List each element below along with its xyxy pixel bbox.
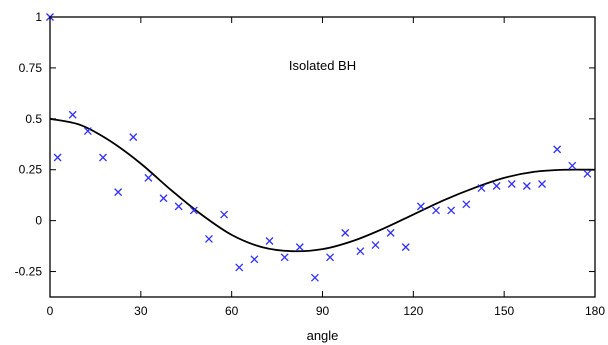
data-point-marker xyxy=(68,110,77,119)
points-layer xyxy=(46,13,592,282)
y-tick-label: -0.25 xyxy=(15,265,43,279)
x-tick-label: 120 xyxy=(403,304,423,318)
y-tick-label: 0.75 xyxy=(19,61,43,75)
y-tick-label: 0.5 xyxy=(25,112,42,126)
x-tick-label: 0 xyxy=(47,304,54,318)
data-point-marker xyxy=(295,243,304,252)
data-point-marker xyxy=(114,188,123,197)
x-tick-label: 90 xyxy=(316,304,330,318)
data-point-marker xyxy=(220,210,229,219)
data-point-marker xyxy=(265,237,274,245)
data-point-marker xyxy=(326,253,335,262)
data-point-marker xyxy=(371,241,380,250)
plot-frame xyxy=(49,16,596,298)
data-point-marker xyxy=(129,133,138,142)
data-point-marker xyxy=(401,243,410,252)
x-tick-label: 150 xyxy=(494,304,514,318)
data-point-marker xyxy=(568,161,577,170)
x-tick-label: 30 xyxy=(134,304,148,318)
data-point-marker xyxy=(477,184,486,193)
data-point-marker xyxy=(204,235,213,243)
data-point-marker xyxy=(522,182,531,190)
data-point-marker xyxy=(53,153,62,162)
chart-annotation: Isolated BH xyxy=(289,58,356,73)
x-tick-label: 180 xyxy=(585,304,605,318)
y-tick-label: 1 xyxy=(35,10,42,24)
data-point-marker xyxy=(189,206,198,215)
data-point-marker xyxy=(416,202,425,211)
data-point-marker xyxy=(250,255,259,264)
data-point-marker xyxy=(538,180,546,188)
data-point-marker xyxy=(174,202,183,211)
curve-layer xyxy=(49,117,596,253)
data-point-marker xyxy=(356,247,365,256)
data-point-marker xyxy=(462,200,471,209)
data-point-marker xyxy=(310,273,319,282)
data-point-marker xyxy=(83,127,92,135)
data-point-marker xyxy=(280,253,289,262)
data-point-marker xyxy=(507,180,516,188)
data-point-marker xyxy=(432,206,441,215)
data-point-marker xyxy=(386,228,395,237)
x-axis-label: angle xyxy=(307,328,339,343)
data-point-marker xyxy=(99,153,107,162)
y-tick-label: 0 xyxy=(35,214,42,228)
data-point-marker xyxy=(341,228,350,237)
ticks-layer: 0 30 60 90 120 150 180 1 0.75 0.5 0.25 0 -0.25 xyxy=(15,10,606,318)
y-tick-label: 0.25 xyxy=(19,163,43,177)
data-point-marker xyxy=(492,182,501,190)
model-curve xyxy=(49,117,596,253)
data-point-marker xyxy=(159,194,168,203)
data-point-marker xyxy=(447,206,456,215)
data-point-marker xyxy=(144,173,153,182)
data-point-marker xyxy=(583,169,592,178)
x-tick-label: 60 xyxy=(225,304,239,318)
data-point-marker xyxy=(553,145,562,154)
data-point-marker xyxy=(235,263,244,272)
